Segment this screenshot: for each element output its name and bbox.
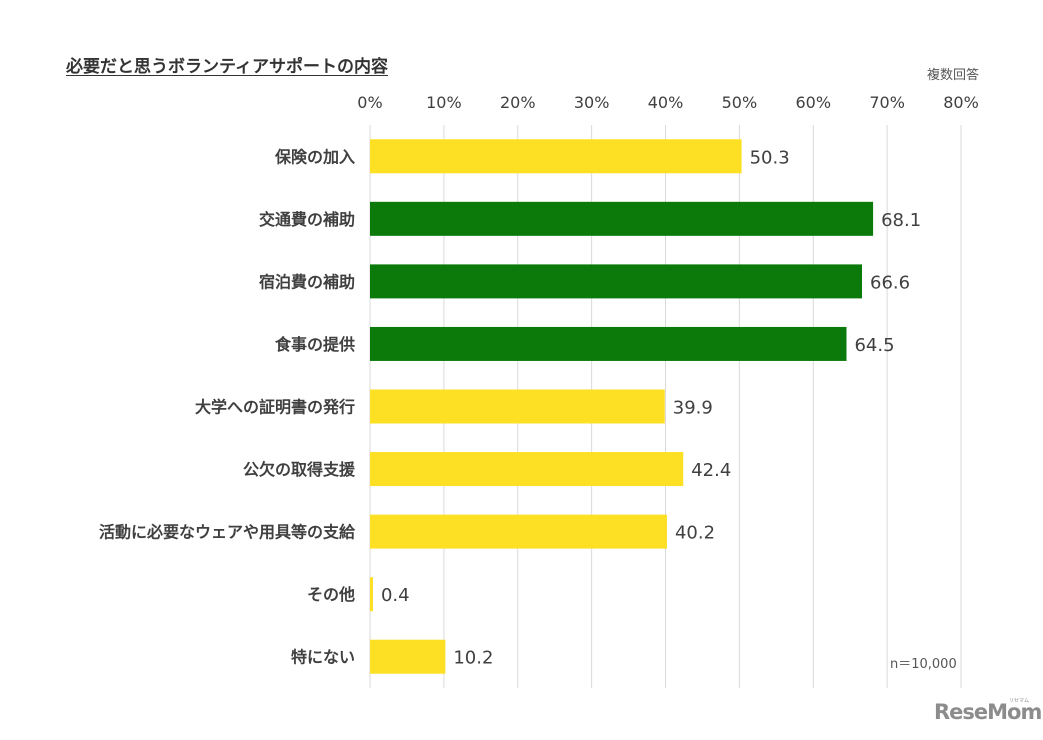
category-label: 食事の提供 xyxy=(274,335,355,354)
data-label: 64.5 xyxy=(854,335,894,356)
x-tick-label: 10% xyxy=(426,93,462,112)
data-label: 42.4 xyxy=(691,460,731,481)
bar xyxy=(370,264,863,299)
category-label: その他 xyxy=(307,585,355,604)
resemom-logo: ReseMom xyxy=(934,700,1042,724)
category-label: 活動に必要なウェアや用具等の支給 xyxy=(99,523,356,542)
data-label: 66.6 xyxy=(870,272,910,293)
resemom-logo-kana: リセマム xyxy=(1009,698,1030,704)
bar xyxy=(370,139,742,174)
bar xyxy=(370,639,446,674)
category-label: 公欠の取得支援 xyxy=(243,460,356,479)
x-tick-label: 40% xyxy=(648,93,684,112)
data-label: 10.2 xyxy=(453,648,493,669)
bar xyxy=(370,201,874,236)
x-tick-label: 80% xyxy=(943,93,979,112)
x-tick-label: 50% xyxy=(722,93,758,112)
x-tick-label: 0% xyxy=(357,93,382,112)
chart-title: 必要だと思うボランティアサポートの内容 xyxy=(66,57,388,77)
data-label: 39.9 xyxy=(673,398,713,419)
data-label: 50.3 xyxy=(750,147,790,168)
category-label: 宿泊費の補助 xyxy=(259,272,355,291)
sample-size-note: n＝10,000 xyxy=(890,657,957,672)
bar xyxy=(370,389,665,424)
category-label: 交通費の補助 xyxy=(259,210,355,229)
data-label: 40.2 xyxy=(675,523,715,544)
x-tick-label: 60% xyxy=(795,93,831,112)
bar xyxy=(370,326,847,361)
bar xyxy=(370,452,684,487)
multiple-answer-note: 複数回答 xyxy=(926,68,979,83)
bar xyxy=(370,577,373,612)
x-tick-label: 20% xyxy=(500,93,536,112)
category-label: 特にない xyxy=(291,648,355,667)
x-tick-label: 70% xyxy=(869,93,905,112)
data-label: 0.4 xyxy=(381,585,410,606)
category-label: 大学への証明書の発行 xyxy=(195,398,355,417)
bar xyxy=(370,514,667,549)
category-label: 保険の加入 xyxy=(274,147,355,166)
data-label: 68.1 xyxy=(881,210,921,231)
x-tick-label: 30% xyxy=(574,93,610,112)
